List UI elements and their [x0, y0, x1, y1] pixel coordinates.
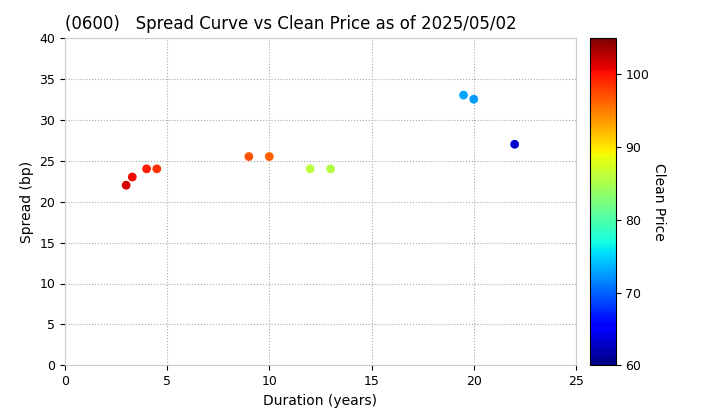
Point [325, 165, 336, 172]
Point [264, 153, 275, 160]
Point [243, 153, 255, 160]
Point [127, 174, 138, 181]
Point [151, 165, 163, 172]
Point [141, 165, 153, 172]
Y-axis label: Spread (bp): Spread (bp) [19, 160, 34, 243]
X-axis label: Duration (years): Duration (years) [264, 394, 377, 408]
Point [305, 165, 316, 172]
Point [458, 92, 469, 98]
Point [509, 141, 521, 147]
Text: (0600)   Spread Curve vs Clean Price as of 2025/05/02: (0600) Spread Curve vs Clean Price as of… [65, 16, 516, 34]
Y-axis label: Clean Price: Clean Price [652, 163, 666, 241]
Point [468, 96, 480, 102]
Point [120, 182, 132, 189]
